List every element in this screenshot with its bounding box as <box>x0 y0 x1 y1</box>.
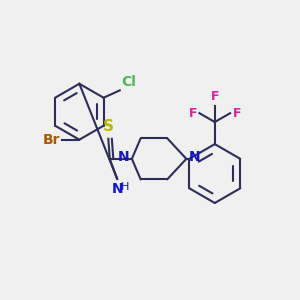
Text: F: F <box>232 107 241 120</box>
Text: N: N <box>188 150 200 164</box>
Text: F: F <box>211 91 219 103</box>
Text: N: N <box>111 182 123 196</box>
Text: N: N <box>118 150 130 164</box>
Text: H: H <box>121 182 130 192</box>
Text: S: S <box>103 118 114 134</box>
Text: F: F <box>189 107 197 120</box>
Text: Br: Br <box>43 133 60 147</box>
Text: Cl: Cl <box>121 75 136 89</box>
